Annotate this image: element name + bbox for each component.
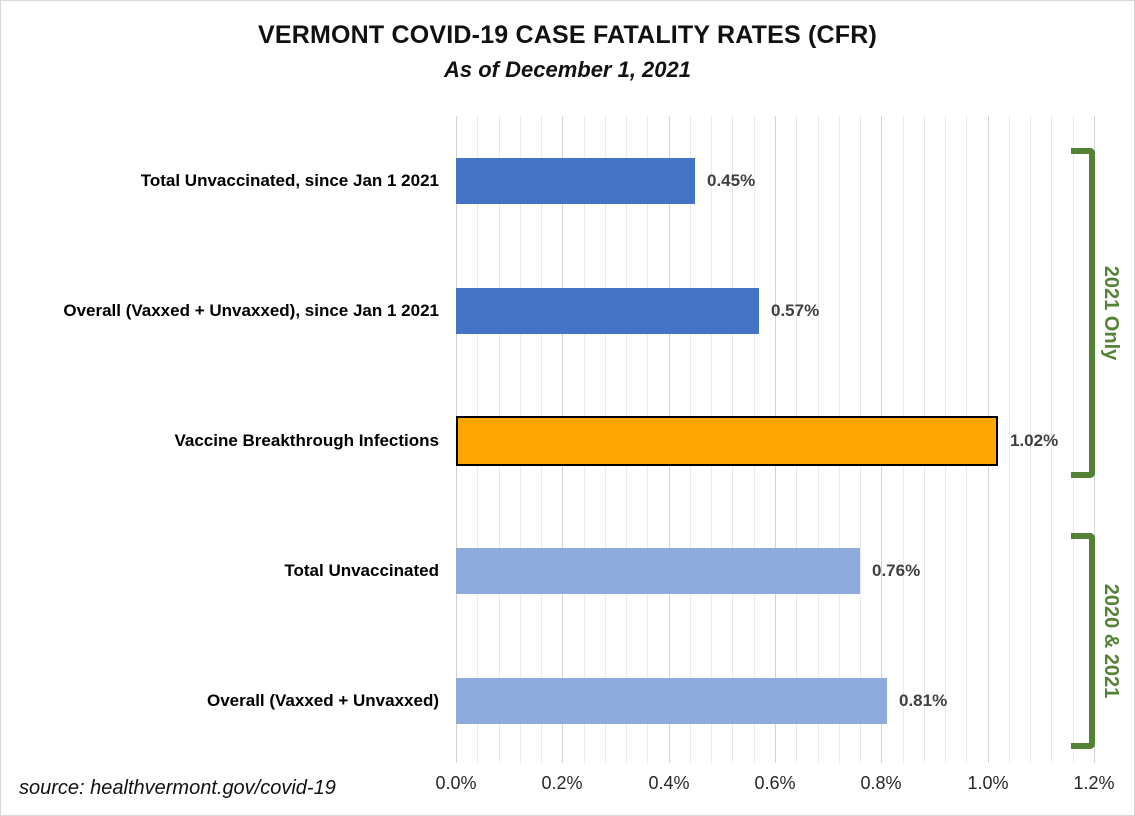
value-label-1: 0.57% [771,301,820,320]
group-bracket-label-1: 2020 & 2021 [1100,583,1122,699]
bar-1 [456,288,759,334]
chart-title: VERMONT COVID-19 CASE FATALITY RATES (CF… [257,21,878,49]
source-note: source: healthvermont.gov/covid-19 [19,777,336,799]
group-bracket-label-0: 2021 Only [1100,265,1122,361]
minor-gridline [1051,116,1052,763]
category-label-4: Overall (Vaxxed + Unvaxxed) [207,691,439,710]
bar-2 [456,416,998,466]
group-bracket-0 [1071,148,1095,478]
bar-3 [456,548,860,594]
category-label-0: Total Unvaccinated, since Jan 1 2021 [140,171,439,190]
value-label-2: 1.02% [1010,431,1059,450]
x-tick-label-3: 0.6% [754,773,796,793]
minor-gridline [1073,116,1074,763]
value-label-3: 0.76% [872,561,921,580]
x-tick-label-2: 0.4% [648,773,690,793]
minor-gridline [1009,116,1010,763]
x-tick-label-6: 1.2% [1073,773,1115,793]
x-tick-label-5: 1.0% [967,773,1009,793]
x-tick-label-0: 0.0% [435,773,477,793]
bar-0 [456,158,695,204]
x-tick-label-1: 0.2% [541,773,583,793]
category-label-2: Vaccine Breakthrough Infections [174,431,439,450]
minor-gridline [1030,116,1031,763]
value-label-0: 0.45% [707,171,756,190]
value-label-4: 0.81% [899,691,948,710]
x-tick-label-4: 0.8% [860,773,902,793]
chart-subtitle: As of December 1, 2021 [443,57,692,82]
bar-4 [456,678,887,724]
category-label-1: Overall (Vaxxed + Unvaxxed), since Jan 1… [63,301,439,320]
group-bracket-1 [1071,533,1095,749]
category-label-3: Total Unvaccinated [284,561,439,580]
